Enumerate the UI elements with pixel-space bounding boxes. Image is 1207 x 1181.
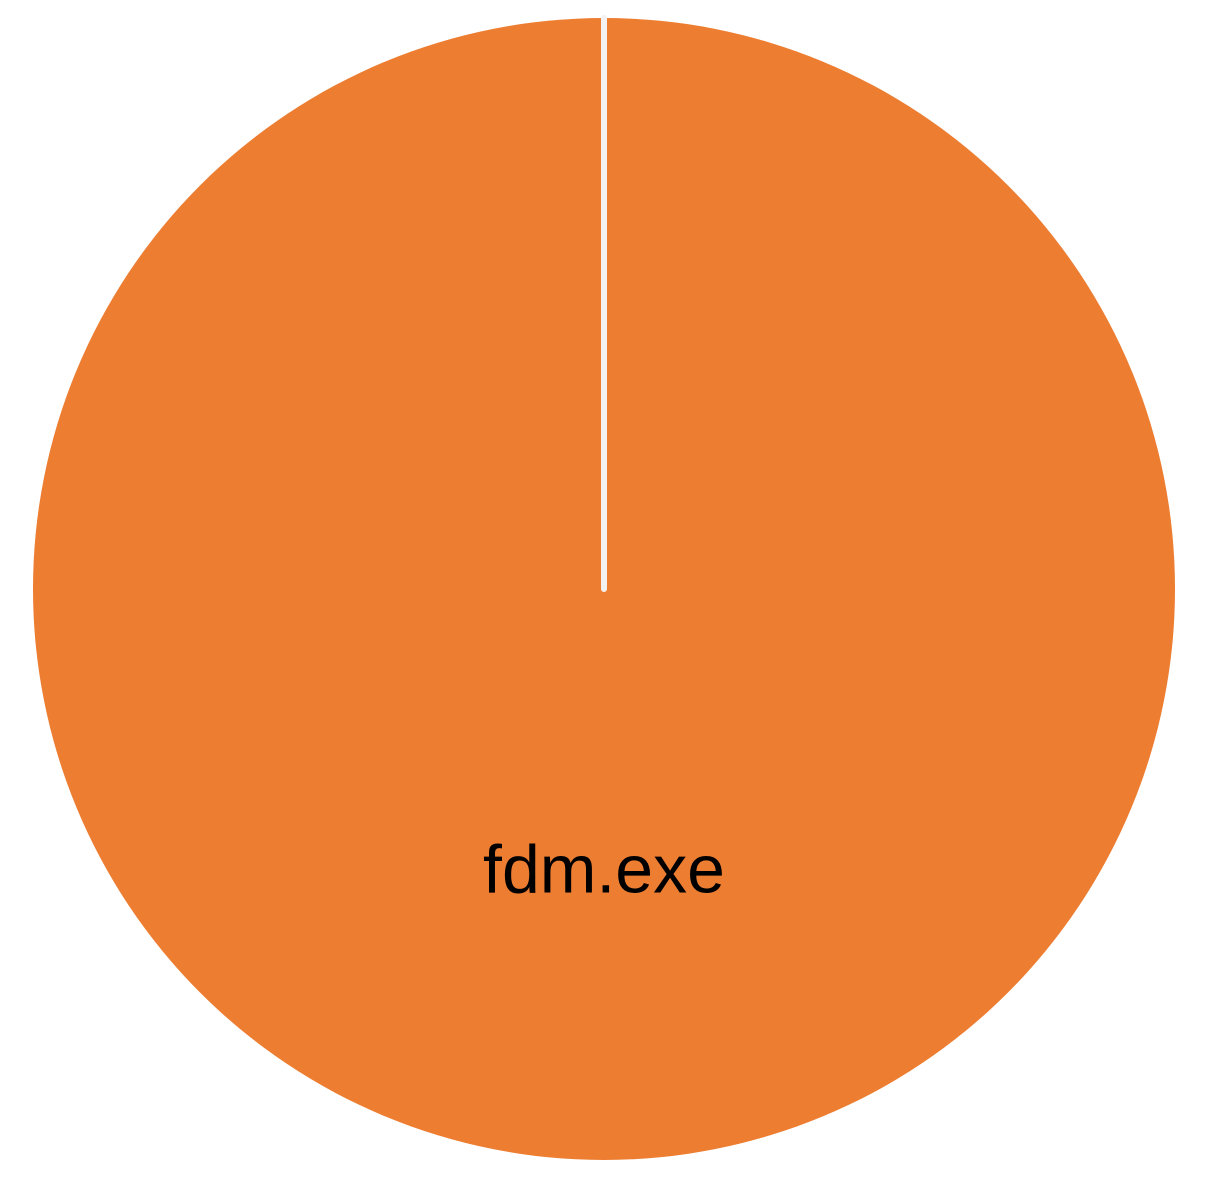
labels-layer: fdm.exe xyxy=(483,831,725,907)
slice-label: fdm.exe xyxy=(483,831,725,907)
slices-layer xyxy=(33,15,1175,1160)
